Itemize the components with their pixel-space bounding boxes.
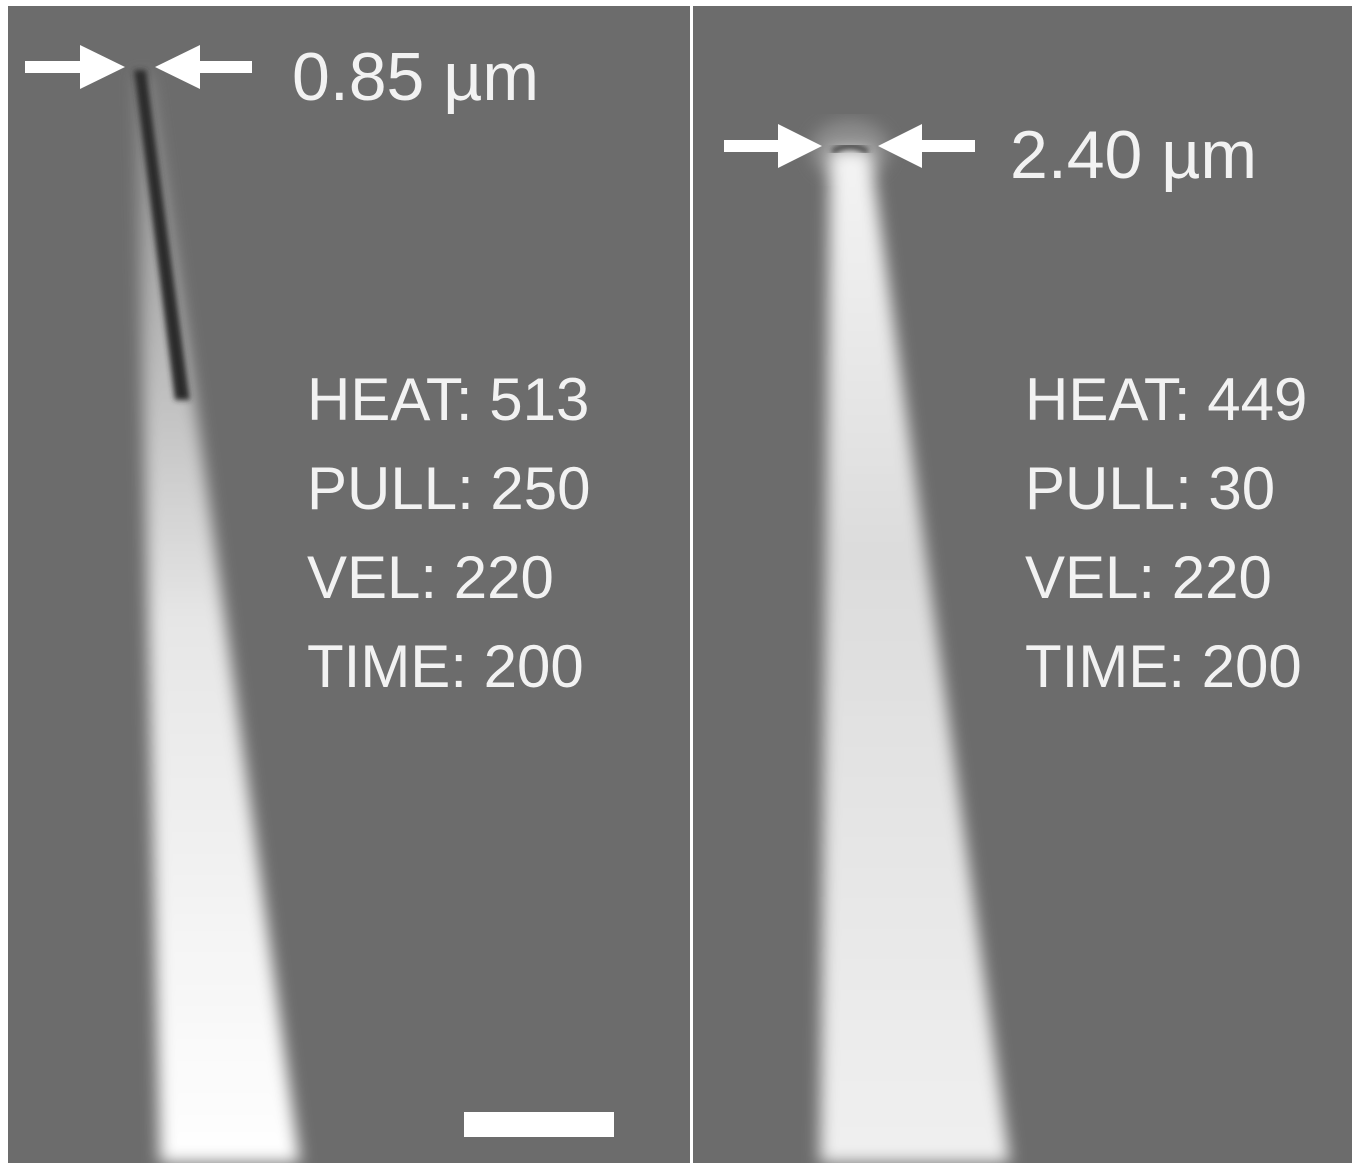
figure: 0.85 µm HEAT: 513 PULL: 250 VEL: 220 TIM…	[0, 0, 1357, 1163]
setting: PULL: 250	[307, 455, 591, 522]
setting: PULL: 30	[1025, 455, 1275, 522]
right-panel: 2.40 µm HEAT: 449 PULL: 30 VEL: 220 TIME…	[693, 6, 1352, 1163]
setting: TIME: 200	[307, 633, 584, 700]
setting: VEL: 220	[307, 544, 554, 611]
scale-bar	[464, 1112, 614, 1137]
setting: HEAT: 513	[307, 366, 589, 433]
tip-label: 0.85 µm	[292, 39, 539, 115]
left-panel: 0.85 µm HEAT: 513 PULL: 250 VEL: 220 TIM…	[8, 6, 690, 1163]
setting: HEAT: 449	[1025, 366, 1307, 433]
setting: VEL: 220	[1025, 544, 1272, 611]
tip-label: 2.40 µm	[1010, 117, 1257, 193]
setting: TIME: 200	[1025, 633, 1302, 700]
